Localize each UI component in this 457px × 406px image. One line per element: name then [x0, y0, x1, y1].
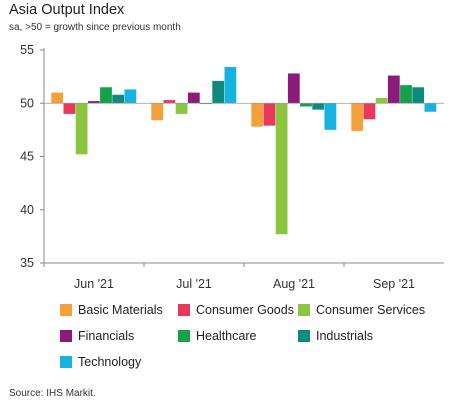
legend-item-consumer-goods: Consumer Goods — [178, 303, 294, 317]
x-tick-label: Sep '21 — [373, 277, 415, 291]
legend-swatch — [60, 356, 72, 368]
bar-consumer-goods — [63, 103, 76, 114]
bar-financials — [287, 73, 300, 104]
bar-consumer-services — [275, 103, 288, 235]
legend-swatch — [178, 304, 190, 316]
bar-financials — [187, 92, 200, 104]
legend-swatch — [298, 330, 310, 342]
bar-consumer-services — [175, 103, 188, 114]
bar-industrials — [112, 94, 125, 104]
legend-label: Basic Materials — [78, 303, 163, 317]
legend-swatch — [298, 304, 310, 316]
legend-swatch — [60, 304, 72, 316]
x-tick-label: Jun '21 — [74, 277, 114, 291]
x-axis: Jun '21 Jul '21 Aug '21 Sep '21 — [43, 262, 444, 291]
y-tick-label: 50 — [20, 96, 34, 110]
x-tick-label: Aug '21 — [273, 277, 315, 291]
legend-label: Consumer Goods — [196, 303, 294, 317]
bars — [44, 67, 444, 235]
bar-consumer-services — [75, 103, 88, 155]
legend-label: Consumer Services — [316, 303, 426, 317]
bar-industrials — [412, 87, 425, 104]
bar-technology — [324, 103, 337, 130]
legend-label: Industrials — [316, 329, 373, 343]
bar-technology — [424, 103, 437, 112]
x-tick-label: Jul '21 — [176, 277, 212, 291]
source-note: Source: IHS Markit. — [9, 388, 96, 399]
legend-item-basic-materials: Basic Materials — [60, 303, 163, 317]
bar-basic-materials — [51, 92, 64, 104]
bar-chart: 35 40 45 50 55 Jun '21 Jul '21 Aug '21 Sep '21 — [20, 43, 444, 291]
bar-industrials — [212, 80, 225, 104]
legend-label: Financials — [78, 329, 135, 343]
legend-swatch — [60, 330, 72, 342]
bar-healthcare — [100, 87, 112, 104]
bar-consumer-goods — [263, 103, 276, 126]
bar-healthcare — [400, 85, 412, 104]
legend-label: Healthcare — [196, 329, 257, 343]
bar-basic-materials — [151, 103, 164, 121]
y-tick-label: 45 — [20, 150, 34, 164]
bar-technology — [124, 89, 137, 104]
legend-item-consumer-services: Consumer Services — [298, 303, 425, 317]
bar-technology — [224, 67, 237, 104]
legend-item-financials: Financials — [60, 329, 134, 343]
y-tick-label: 35 — [20, 256, 34, 270]
bar-basic-materials — [251, 103, 264, 127]
bar-consumer-goods — [163, 100, 176, 104]
chart-title: Asia Output Index — [9, 2, 125, 18]
bar-consumer-goods — [363, 103, 376, 120]
bar-financials — [87, 101, 100, 104]
chart-subtitle: sa, >50 = growth since previous month — [9, 22, 181, 33]
bar-industrials — [312, 103, 325, 110]
bar-healthcare — [300, 103, 312, 107]
bar-financials — [387, 75, 400, 104]
legend-item-healthcare: Healthcare — [178, 329, 256, 343]
legend-item-technology: Technology — [60, 355, 141, 369]
legend-swatch — [178, 330, 190, 342]
legend-item-industrials: Industrials — [298, 329, 373, 343]
bar-basic-materials — [351, 103, 364, 131]
y-axis: 35 40 45 50 55 — [20, 43, 45, 270]
legend-label: Technology — [78, 355, 142, 369]
y-tick-label: 40 — [20, 203, 34, 217]
bar-consumer-services — [375, 97, 388, 104]
y-tick-label: 55 — [20, 43, 34, 57]
